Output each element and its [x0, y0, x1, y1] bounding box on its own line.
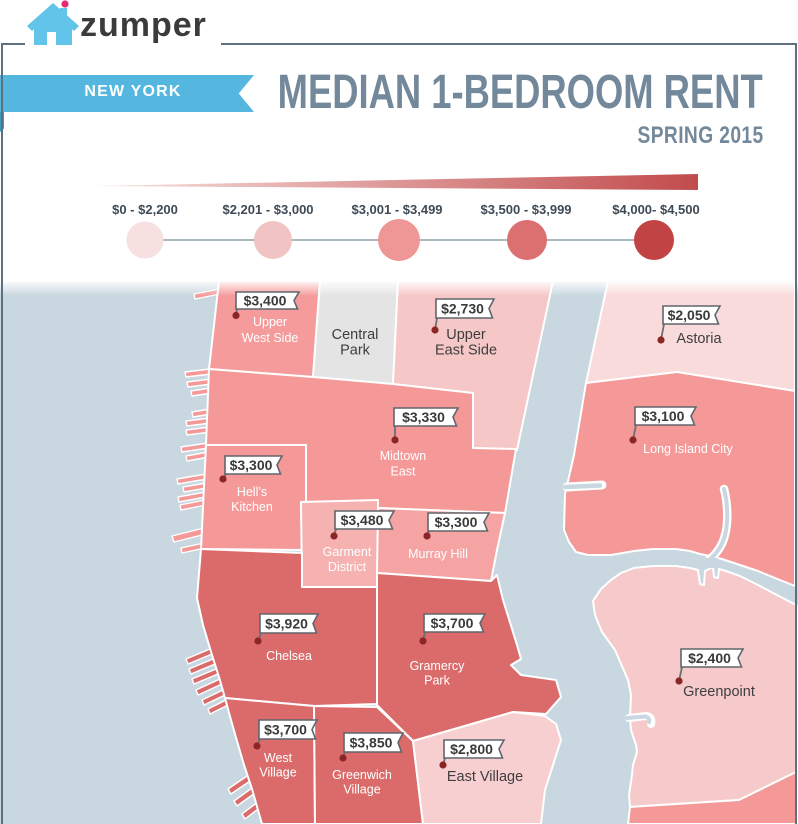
svg-text:Upper: Upper	[253, 315, 287, 329]
svg-text:Central: Central	[332, 327, 379, 343]
svg-text:$3,700: $3,700	[431, 615, 474, 631]
svg-text:$2,400: $2,400	[688, 650, 731, 666]
svg-text:Midtown: Midtown	[380, 449, 427, 463]
svg-text:$3,400: $3,400	[244, 293, 287, 309]
svg-text:East Village: East Village	[447, 769, 523, 785]
svg-text:Upper: Upper	[446, 327, 486, 343]
svg-text:$3,700: $3,700	[264, 722, 307, 738]
svg-text:Garment: Garment	[323, 545, 372, 559]
svg-text:$3,920: $3,920	[265, 616, 308, 632]
svg-text:Astoria: Astoria	[676, 331, 722, 347]
svg-text:$3,480: $3,480	[341, 512, 384, 528]
svg-text:Gramercy: Gramercy	[410, 659, 466, 673]
svg-text:$3,300: $3,300	[435, 514, 478, 530]
svg-text:Chelsea: Chelsea	[266, 649, 312, 663]
svg-text:Village: Village	[343, 783, 380, 797]
svg-text:Long Island City: Long Island City	[643, 442, 733, 456]
svg-text:$2,800: $2,800	[450, 741, 493, 757]
svg-text:Park: Park	[340, 343, 371, 359]
svg-text:$3,300: $3,300	[230, 457, 273, 473]
svg-text:District: District	[328, 560, 367, 574]
svg-text:Greenpoint: Greenpoint	[683, 684, 755, 700]
svg-text:Park: Park	[424, 674, 450, 688]
svg-text:East Side: East Side	[435, 343, 497, 359]
svg-text:Greenwich: Greenwich	[332, 768, 392, 782]
svg-text:$3,100: $3,100	[642, 408, 685, 424]
svg-text:Kitchen: Kitchen	[231, 500, 273, 514]
svg-text:West: West	[264, 751, 293, 765]
svg-text:$3,330: $3,330	[402, 409, 445, 425]
svg-text:$2,050: $2,050	[668, 307, 711, 323]
svg-text:Murray Hill: Murray Hill	[408, 547, 468, 561]
svg-text:$3,850: $3,850	[350, 735, 393, 751]
svg-text:West Side: West Side	[242, 331, 299, 345]
svg-text:Village: Village	[259, 766, 296, 780]
svg-text:East: East	[390, 465, 416, 479]
svg-text:$2,730: $2,730	[441, 301, 484, 317]
svg-text:Hell’s: Hell’s	[237, 485, 267, 499]
